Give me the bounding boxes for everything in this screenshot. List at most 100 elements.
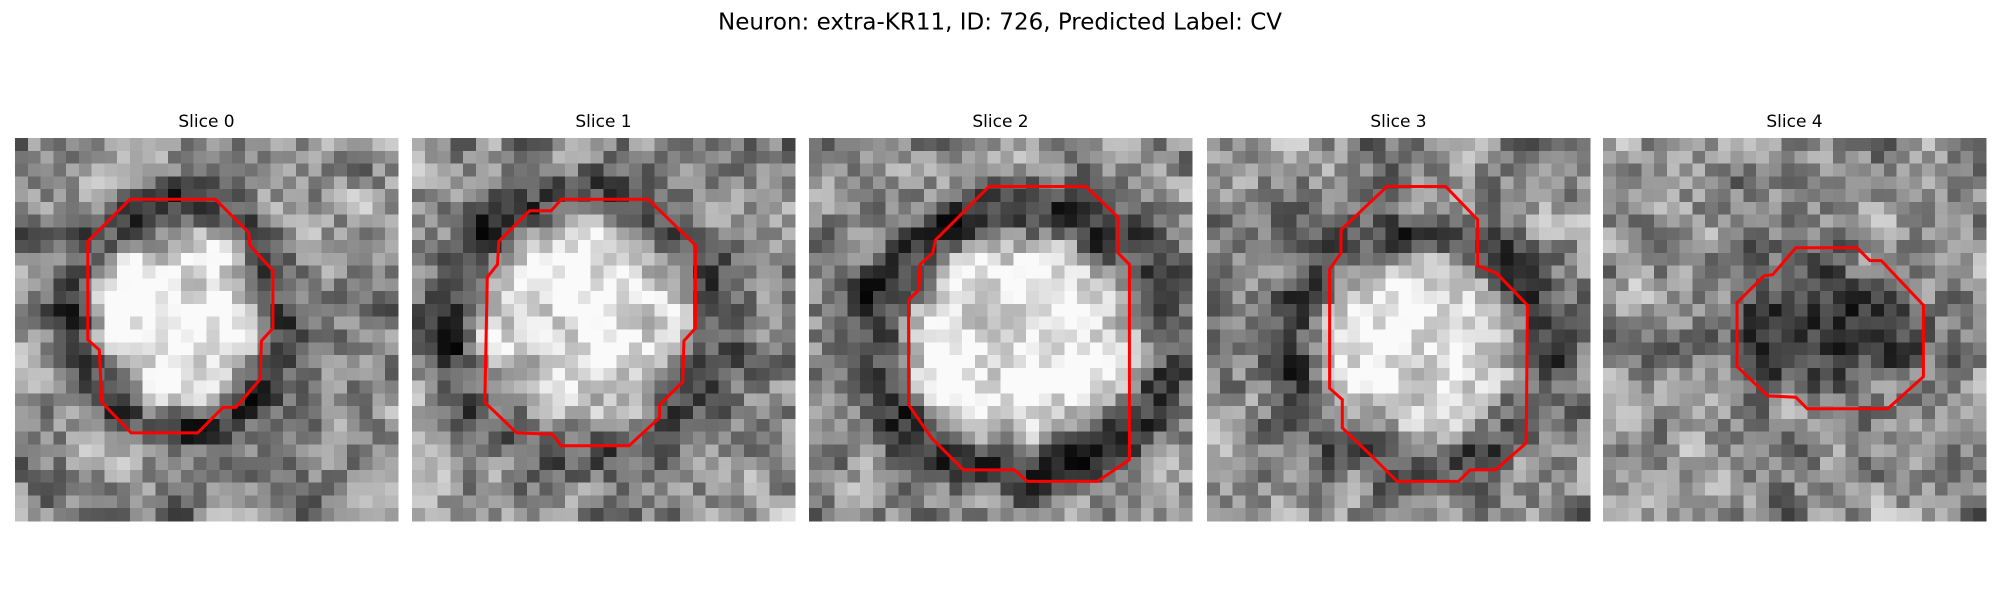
pixel (1960, 303, 1974, 318)
pixel (718, 444, 732, 458)
pixel (1960, 482, 1974, 497)
pixel (974, 393, 989, 407)
pixel (987, 291, 1002, 305)
pixel (1807, 227, 1821, 241)
pixel (603, 240, 617, 254)
pixel (1334, 495, 1349, 509)
pixel (1360, 240, 1374, 254)
pixel (629, 406, 643, 420)
pixel (1115, 393, 1129, 407)
pixel (1475, 469, 1489, 484)
pixel (1845, 329, 1859, 343)
pixel (1768, 214, 1783, 228)
pixel (1577, 495, 1591, 509)
pixel (1832, 138, 1847, 152)
pixel (1922, 508, 1936, 522)
pixel (1153, 227, 1168, 241)
pixel (1781, 444, 1796, 458)
pixel (616, 252, 630, 267)
pixel (1179, 482, 1193, 497)
pixel (949, 431, 963, 445)
pixel (552, 252, 566, 267)
pixel (1692, 291, 1706, 305)
pixel (1794, 163, 1808, 177)
pixel (603, 342, 617, 356)
slice-title: Slice 4 (1766, 112, 1822, 132)
pixel (1564, 303, 1578, 318)
pixel (1283, 482, 1297, 497)
pixel (782, 482, 796, 497)
pixel (1628, 303, 1642, 318)
pixel (1038, 380, 1053, 394)
pixel (872, 329, 887, 343)
pixel (1794, 316, 1808, 331)
pixel (450, 252, 464, 267)
pixel (1398, 150, 1412, 165)
pixel (1500, 508, 1514, 522)
pixel (1858, 508, 1872, 522)
pixel (1871, 214, 1885, 228)
pixel (872, 431, 887, 445)
pixel (1628, 176, 1642, 190)
pixel (1807, 418, 1821, 433)
pixel (590, 316, 605, 331)
pixel (1832, 380, 1847, 394)
pixel (641, 252, 656, 267)
pixel (1140, 316, 1155, 331)
pixel (437, 303, 451, 318)
pixel (1538, 457, 1553, 471)
pixel (372, 431, 386, 445)
pixel (514, 444, 528, 458)
pixel (641, 482, 656, 497)
pixel (898, 176, 912, 190)
pixel (40, 508, 54, 522)
pixel (1051, 393, 1065, 407)
pixel (66, 316, 80, 331)
pixel (1051, 431, 1065, 445)
pixel (1140, 495, 1155, 509)
pixel (1462, 214, 1476, 228)
pixel (1179, 201, 1193, 216)
pixel (987, 495, 1002, 509)
pixel (1692, 227, 1706, 241)
pixel (1140, 508, 1155, 522)
pixel (232, 150, 246, 165)
pixel (1538, 367, 1553, 382)
pixel (514, 342, 528, 356)
pixel (616, 418, 630, 433)
pixel (1309, 201, 1323, 216)
pixel (104, 163, 118, 177)
pixel (756, 176, 771, 190)
pixel (1615, 176, 1630, 190)
pixel (1424, 278, 1438, 292)
pixel (1705, 444, 1719, 458)
pixel (1705, 291, 1719, 305)
pixel (1296, 291, 1310, 305)
pixel (756, 418, 771, 433)
pixel (501, 355, 515, 369)
pixel (1089, 367, 1104, 382)
pixel (206, 176, 220, 190)
pixel (1883, 457, 1898, 471)
pixel (590, 342, 605, 356)
pixel (1615, 201, 1630, 216)
pixel (1128, 367, 1142, 382)
pixel (450, 291, 464, 305)
pixel (53, 495, 67, 509)
pixel (1615, 291, 1630, 305)
pixel (629, 355, 643, 369)
pixel (1934, 278, 1949, 292)
pixel (1436, 355, 1451, 369)
pixel (731, 252, 745, 267)
pixel (1679, 329, 1693, 343)
pixel (1258, 303, 1272, 318)
pixel (1128, 329, 1142, 343)
pixel (1564, 431, 1578, 445)
pixel (1717, 355, 1732, 369)
pixel (539, 201, 554, 216)
pixel (1922, 367, 1936, 382)
pixel (1179, 431, 1193, 445)
pixel (705, 393, 719, 407)
pixel (1883, 508, 1898, 522)
pixel (539, 380, 554, 394)
